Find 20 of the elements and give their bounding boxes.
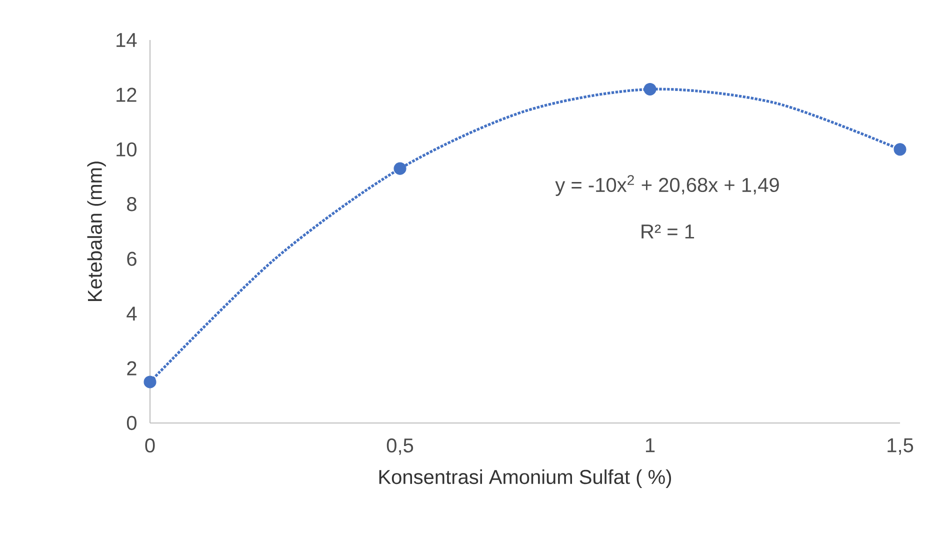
y-tick-label: 14 [116, 33, 137, 47]
point [644, 82, 656, 96]
y-tick-label: 10 [116, 142, 136, 156]
y-tick-label: 4 [126, 306, 137, 320]
y-tick-label: 0 [126, 416, 136, 430]
y-tick-label: 2 [127, 361, 136, 376]
y-tick-label: 8 [127, 197, 136, 212]
x-tick-label: 0 [145, 438, 155, 453]
point [894, 143, 906, 156]
annotation: R² = 1 [642, 224, 694, 238]
y-tick-label: 6 [127, 252, 136, 266]
x-tick-label: 1 [646, 438, 655, 452]
y-axis-title: Ketebalan (mm) [87, 162, 106, 302]
point [394, 162, 406, 175]
y-tick-label: 12 [116, 88, 136, 102]
point [144, 376, 156, 388]
x-tick-label: 0,5 [386, 438, 414, 455]
annotation: y = -10x$^{2}$ + 20,68x + 1,49 [555, 175, 779, 196]
x-axis-title: Konsentrasi Amonium Sulfat ( %) [379, 469, 672, 488]
x-tick-label: 1,5 [888, 438, 914, 455]
